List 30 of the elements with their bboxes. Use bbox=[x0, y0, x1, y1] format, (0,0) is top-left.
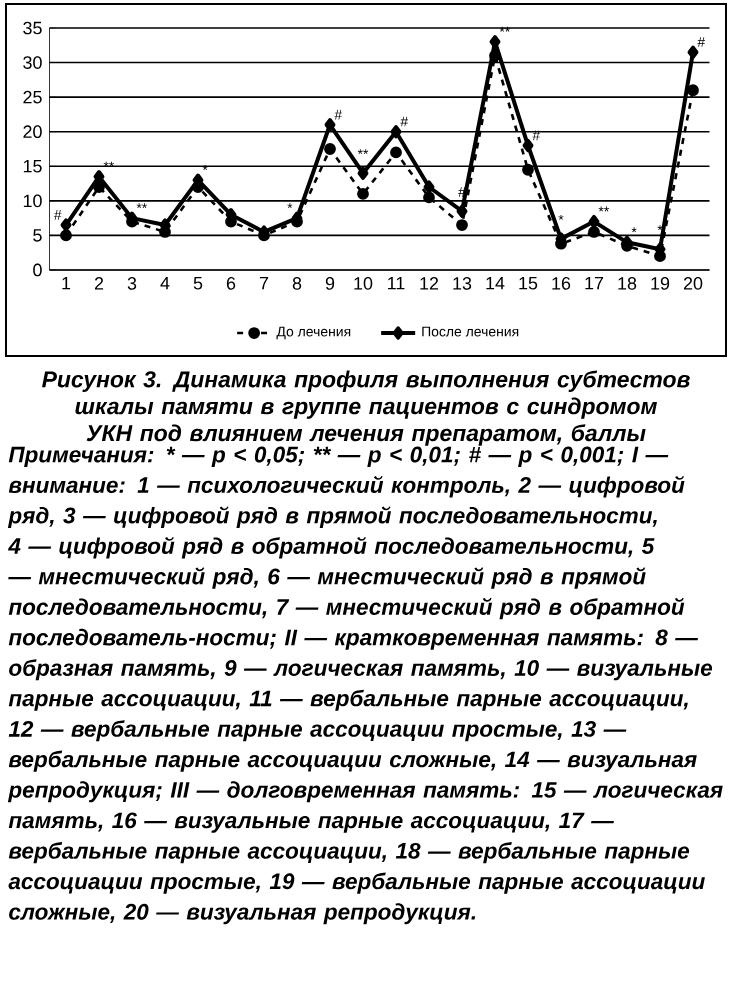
x-tick-label: 19 bbox=[651, 277, 670, 290]
x-tick-label: 3 bbox=[127, 277, 137, 290]
x-tick-label: 20 bbox=[683, 277, 703, 290]
y-tick-label: 30 bbox=[23, 56, 42, 69]
x-tick-label: 2 bbox=[94, 277, 104, 290]
text: Примечания: * — p < 0,05; ** — p < 0,01; # — p < 0,001; I — внимание: 1 — психологический контроль, 2 — цифровой ряд, 3 — цифровой ряд в прямой последовательности, 4 — цифровой ряд в обратной последовательности, 5 — мнестический ряд, 6 — мнестический ряд в прямой последовательности, 7 — мнестический ряд в обратной последователь-ности; II — кратковременная память: 8 — образная память, 9 — логическая память, 10 — визуальные парные ассоциации, 11 — вербальные парные ассоциации, 12 — вербальные парные ассоциации простые, 13 — вербальные парные ассоциации сложные, 14 — визуальная репродукция; III — долговременная память: 15 — логическая память, 16 — визуальные парные ассоциации, 17 — вербальные парные ассоциации, 18 — вербальные парные ассоциации простые, 19 — вербальные парные ассоциации сложные, 20 — визуальная репродукция. bbox=[7, 446, 723, 925]
y-tick-label: 5 bbox=[33, 229, 42, 242]
y-tick-label: 35 bbox=[23, 21, 42, 35]
x-tick-label: 4 bbox=[160, 277, 170, 290]
x-tick-label: 16 bbox=[552, 277, 571, 290]
y-tick-label: 25 bbox=[23, 90, 42, 104]
x-tick-label: 15 bbox=[519, 277, 538, 290]
y-tick-label: 0 bbox=[33, 263, 42, 277]
x-tick-label: 7 bbox=[259, 277, 269, 290]
x-tick-label: 8 bbox=[292, 277, 302, 290]
y-tick-label: 10 bbox=[23, 194, 42, 208]
x-tick-label: 11 bbox=[388, 277, 405, 290]
x-tick-label: 5 bbox=[193, 277, 203, 290]
x-tick-label: 6 bbox=[226, 277, 236, 290]
x-tick-label: 17 bbox=[585, 277, 604, 290]
y-tick-label: 15 bbox=[23, 160, 42, 173]
x-tick-label: 10 bbox=[354, 277, 373, 290]
x-tick-label: 12 bbox=[420, 277, 439, 290]
x-tick-label: 13 bbox=[453, 277, 472, 290]
x-tick-label: 9 bbox=[325, 277, 335, 290]
x-tick-label: 18 bbox=[618, 277, 637, 290]
x-tick-label: 14 bbox=[486, 277, 505, 290]
text: Рисунок 3. Динамика профиля выполнения субтестов шкалы памяти в группе пациентов с синдромом УКН под влиянием лечения препаратом, баллы bbox=[42, 370, 690, 446]
x-tick-label: 1 bbox=[62, 277, 71, 290]
y-tick-label: 20 bbox=[23, 125, 42, 139]
